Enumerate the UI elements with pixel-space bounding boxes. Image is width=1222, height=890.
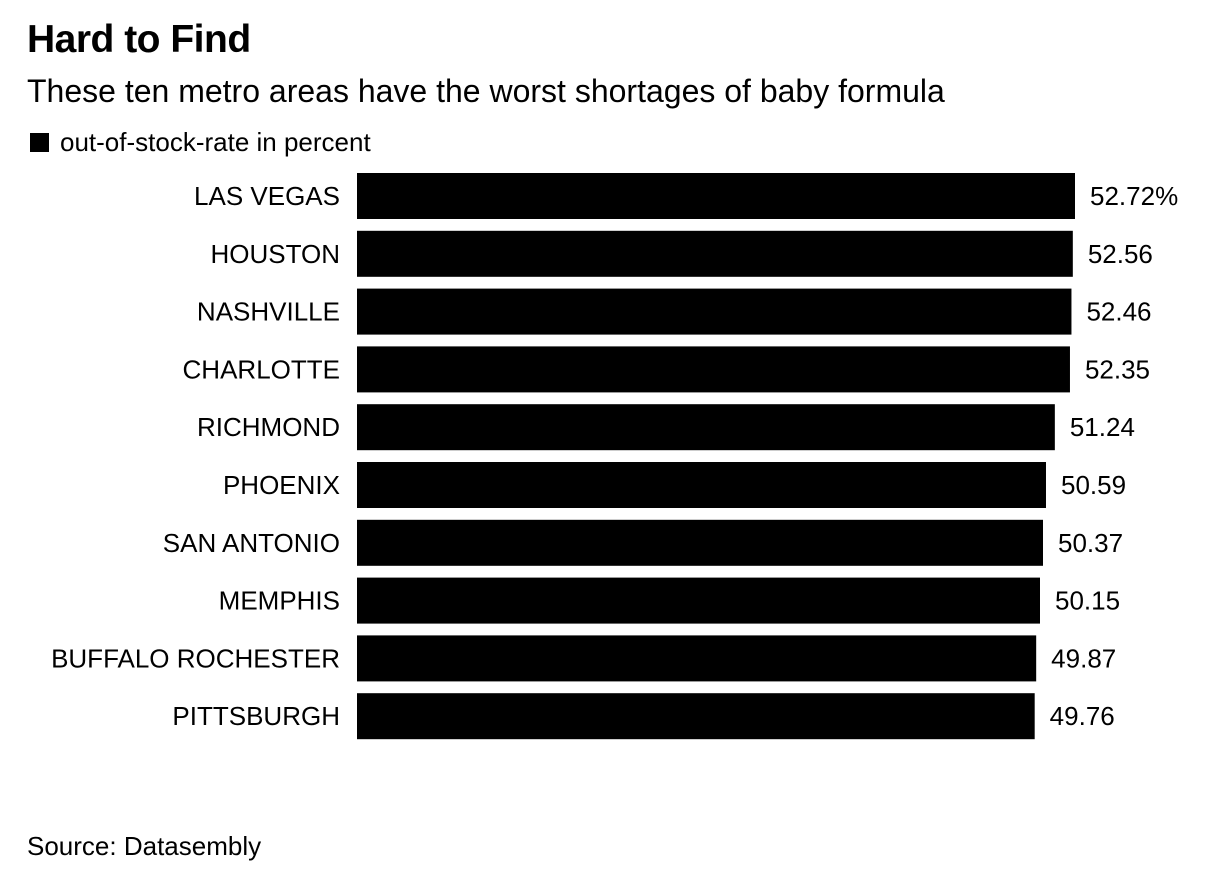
bar xyxy=(357,577,1040,624)
category-label: HOUSTON xyxy=(210,239,340,269)
category-label: LAS VEGAS xyxy=(194,181,340,211)
category-label: PITTSBURGH xyxy=(172,701,340,731)
category-label: MEMPHIS xyxy=(219,586,340,616)
legend-swatch xyxy=(30,132,49,152)
value-label: 50.37 xyxy=(1058,528,1123,558)
value-label: 52.56 xyxy=(1088,239,1153,269)
bar xyxy=(357,173,1075,219)
category-label: RICHMOND xyxy=(197,412,340,442)
value-label: 49.87 xyxy=(1051,643,1116,673)
bar xyxy=(357,519,1043,566)
bar xyxy=(357,346,1070,393)
value-label: 52.46 xyxy=(1086,297,1151,327)
bar xyxy=(357,404,1055,451)
value-label: 50.59 xyxy=(1061,470,1126,500)
value-label: 51.24 xyxy=(1070,412,1135,442)
value-label: 49.76 xyxy=(1050,701,1115,731)
category-label: NASHVILLE xyxy=(197,297,340,327)
category-label: CHARLOTTE xyxy=(183,354,340,384)
chart-title: Hard to Find xyxy=(27,18,251,61)
bar xyxy=(357,635,1037,682)
category-label: PHOENIX xyxy=(223,470,340,500)
source-note: Source: Datasembly xyxy=(27,831,262,861)
chart-subtitle: These ten metro areas have the worst sho… xyxy=(27,73,945,109)
value-label: 52.72% xyxy=(1090,181,1178,211)
bar xyxy=(357,230,1073,277)
value-label: 52.35 xyxy=(1085,354,1150,384)
category-label: BUFFALO ROCHESTER xyxy=(51,643,340,673)
legend: out-of-stock-rate in percent xyxy=(30,127,371,157)
bar xyxy=(357,288,1072,335)
legend-label: out-of-stock-rate in percent xyxy=(60,126,371,157)
category-label: SAN ANTONIO xyxy=(163,528,340,558)
bar xyxy=(357,693,1035,740)
bar xyxy=(357,462,1046,508)
value-label: 50.15 xyxy=(1055,586,1120,616)
